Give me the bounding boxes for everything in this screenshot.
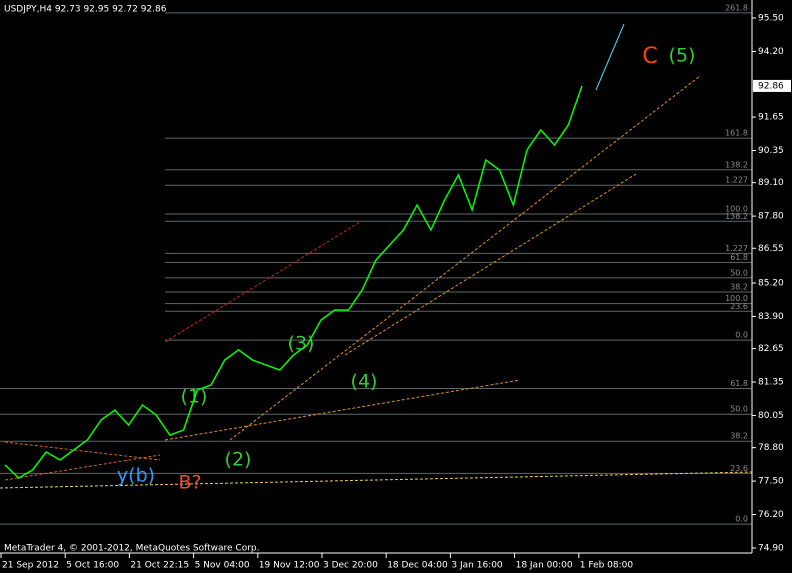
trend-line bbox=[229, 75, 701, 441]
x-tick-label: 18 Jan 00:00 bbox=[516, 561, 573, 571]
trend-line bbox=[4, 441, 161, 461]
fib-label: 1.227 bbox=[725, 244, 748, 253]
x-tick-label: 21 Oct 22:15 bbox=[130, 561, 189, 571]
x-tick-label: 1 Feb 08:00 bbox=[580, 561, 634, 571]
y-tick-label: 95.50 bbox=[758, 14, 784, 24]
fib-label: 61.8 bbox=[730, 379, 748, 388]
wave-label: (1) bbox=[181, 386, 208, 408]
fib-label: 161.8 bbox=[725, 129, 748, 138]
overlay: 261.8161.8138.21.227100.0138.21.22761.85… bbox=[0, 3, 791, 571]
fib-label: 100.0 bbox=[725, 294, 748, 303]
fib-label: 138.2 bbox=[725, 212, 748, 221]
y-tick-label: 80.05 bbox=[758, 411, 784, 421]
trend-line bbox=[0, 471, 753, 489]
y-tick-label: 76.20 bbox=[758, 510, 784, 520]
y-tick-label: 90.35 bbox=[758, 146, 784, 156]
fib-label: 23.6 bbox=[730, 464, 748, 473]
y-tick-label: 74.90 bbox=[758, 544, 784, 554]
y-tick-label: 94.20 bbox=[758, 47, 784, 57]
wave-label: B? bbox=[178, 472, 201, 494]
x-tick-label: 3 Dec 20:00 bbox=[323, 561, 378, 571]
wave-label: (2) bbox=[225, 449, 252, 471]
trend-line bbox=[4, 454, 161, 481]
x-tick-label: 5 Nov 04:00 bbox=[195, 561, 250, 571]
y-tick-label: 91.65 bbox=[758, 113, 784, 123]
header: USDJPY,H4 92.73 92.95 92.72 92.86 bbox=[4, 5, 167, 15]
y-tick-label: 83.90 bbox=[758, 312, 784, 322]
y-tick-label: 78.80 bbox=[758, 443, 784, 453]
fib-label: 261.8 bbox=[725, 3, 748, 12]
y-tick-label: 82.65 bbox=[758, 344, 784, 354]
fib-label: 38.2 bbox=[730, 283, 748, 292]
x-tick-label: 18 Dec 04:00 bbox=[387, 561, 448, 571]
wave-label: y(b) bbox=[117, 465, 155, 487]
y-tick-label: 85.20 bbox=[758, 279, 784, 289]
x-tick-label: 19 Nov 12:00 bbox=[259, 561, 320, 571]
current-price: 92.86 bbox=[758, 81, 784, 91]
y-tick-label: 89.10 bbox=[758, 178, 784, 188]
fib-label: 0.0 bbox=[735, 331, 748, 340]
price-box bbox=[753, 79, 791, 92]
x-tick-label: 3 Jan 16:00 bbox=[451, 561, 503, 571]
y-tick-label: 87.80 bbox=[758, 212, 784, 222]
fib-label: 23.6 bbox=[730, 302, 748, 311]
wave-label: (4) bbox=[351, 371, 378, 393]
fib-label: 1.227 bbox=[725, 176, 748, 185]
x-tick-label: 21 Sep 2012 bbox=[2, 561, 59, 571]
y-tick-label: 81.35 bbox=[758, 378, 784, 388]
price-line bbox=[4, 85, 583, 479]
trend-line bbox=[164, 379, 521, 441]
trend-lines bbox=[0, 75, 753, 489]
y-tick-label: 86.55 bbox=[758, 244, 784, 254]
wave-label: (5) bbox=[669, 45, 696, 67]
fib-label: 100.0 bbox=[725, 205, 748, 214]
fib-label: 0.0 bbox=[735, 515, 748, 524]
fib-label: 38.2 bbox=[730, 432, 748, 441]
channel-line bbox=[164, 221, 361, 343]
projection-line bbox=[595, 23, 625, 91]
fib-label: 50.0 bbox=[730, 405, 748, 414]
fib-label: 50.0 bbox=[730, 268, 748, 277]
trend-line bbox=[344, 173, 637, 356]
x-tick-label: 5 Oct 16:00 bbox=[66, 561, 119, 571]
footer: MetaTrader 4, © 2001-2012, MetaQuotes So… bbox=[4, 544, 260, 554]
wave-label: (3) bbox=[288, 333, 315, 355]
fib-label: 61.8 bbox=[730, 253, 748, 262]
wave-label: C bbox=[642, 44, 657, 69]
y-tick-label: 77.50 bbox=[758, 477, 784, 487]
fib-label: 138.2 bbox=[725, 160, 748, 169]
